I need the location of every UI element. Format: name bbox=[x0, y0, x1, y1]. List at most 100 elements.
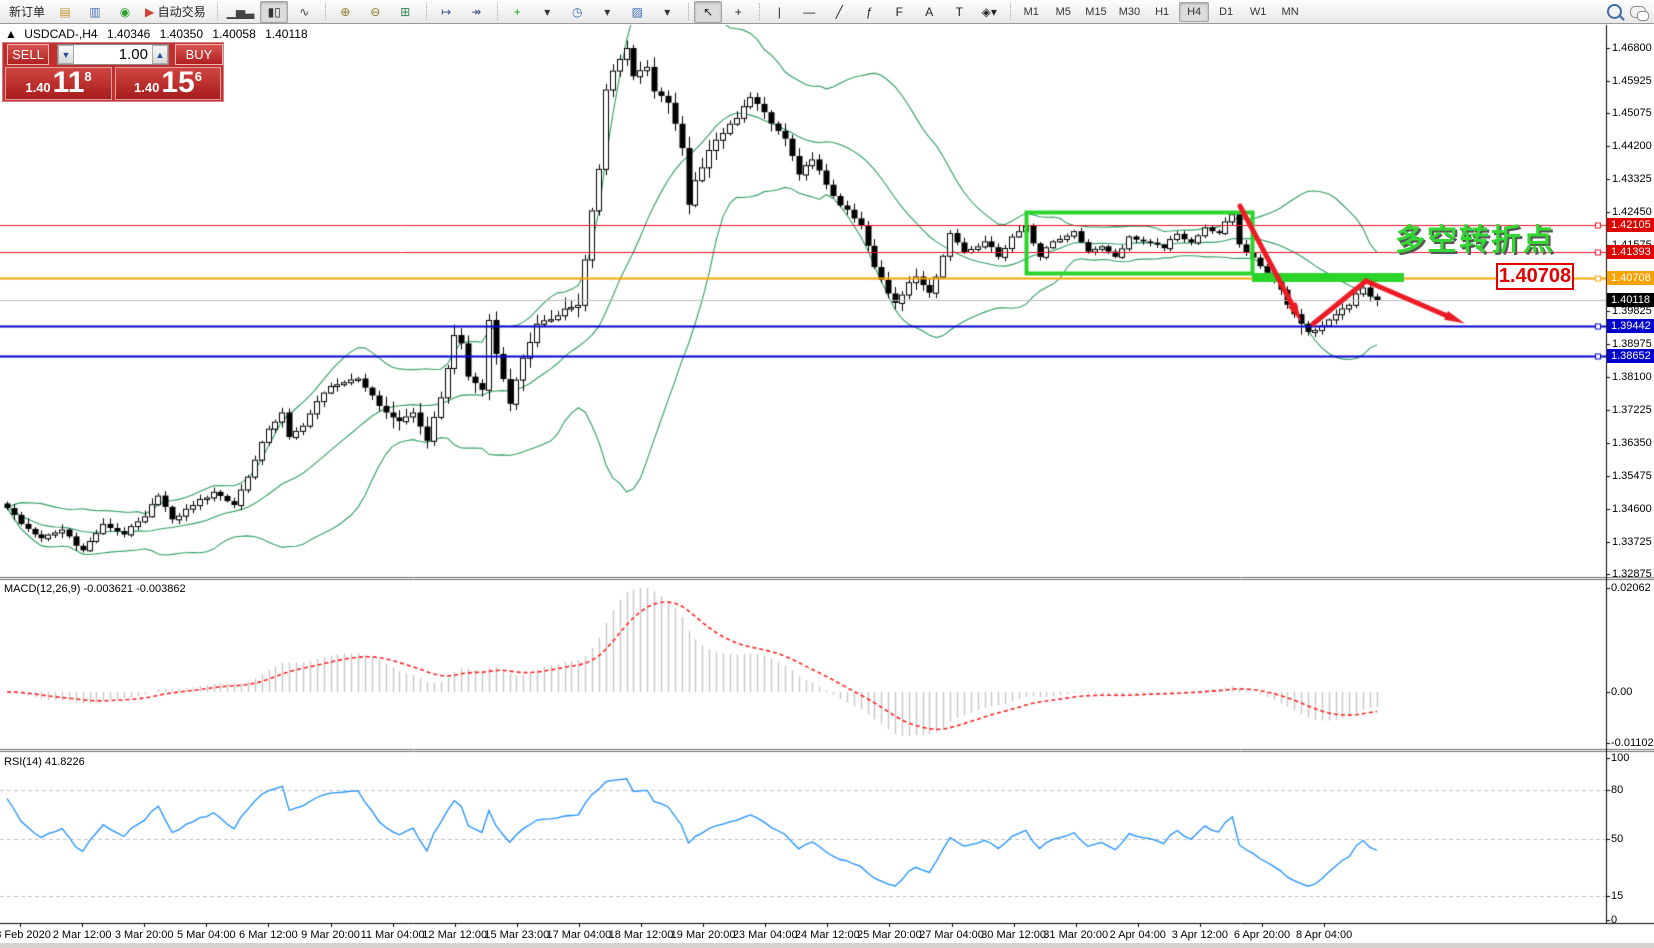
navigator-icon: ▥ bbox=[89, 4, 101, 19]
label-icon[interactable]: T bbox=[945, 1, 973, 23]
price-badge: 1.40708 bbox=[1607, 271, 1654, 286]
time-label: 3 Apr 12:00 bbox=[1171, 929, 1229, 941]
candlestick-chart-icon: ▮▯ bbox=[267, 4, 281, 19]
candlestick-chart-icon[interactable]: ▮▯ bbox=[260, 0, 289, 23]
toolbar-items: 新订单 ▤ ▥ ◉ ▶ 自动交易 ▁▅▃ ▮▯ ∿ ⊕ ⊖ ⊞ ↦ ↠ + ▾ ◷ ▾ ▨ ▾ ↖ + | — ╱ ƒ F A T ◈▾ bbox=[4, 0, 1015, 23]
text-icon[interactable]: A bbox=[915, 1, 943, 23]
chat-icon[interactable] bbox=[1630, 5, 1649, 21]
time-label: 18 Mar 12:00 bbox=[608, 929, 674, 941]
price-tick: 1.45925 bbox=[1612, 75, 1652, 88]
crosshair-icon: + bbox=[734, 4, 742, 19]
period-dropdown-icon[interactable]: ▾ bbox=[593, 1, 621, 23]
zoom-out-icon[interactable]: ⊖ bbox=[361, 1, 389, 23]
time-label: 2 Apr 04:00 bbox=[1109, 929, 1166, 941]
timeframe-m30[interactable]: M30 bbox=[1118, 5, 1141, 18]
market-watch-icon[interactable]: ▤ bbox=[51, 1, 79, 23]
vertical-line-icon[interactable]: | bbox=[765, 1, 793, 23]
auto-scroll-icon[interactable]: ↦ bbox=[432, 1, 460, 23]
time-label: 30 Mar 12:00 bbox=[981, 929, 1047, 941]
time-label: 15 Mar 23:00 bbox=[484, 929, 550, 941]
macd-axis-tick: -0.011023 bbox=[1611, 737, 1654, 749]
bar-chart-icon[interactable]: ▁▅▃ bbox=[223, 1, 259, 23]
navigator-icon[interactable]: ▥ bbox=[81, 1, 109, 23]
toolbar-right bbox=[1607, 4, 1649, 21]
fibonacci-icon: ƒ bbox=[865, 4, 873, 19]
zoom-out-icon: ⊖ bbox=[370, 4, 381, 19]
buy-price-big: 15 bbox=[161, 66, 195, 99]
signals-icon[interactable]: ◉ bbox=[111, 1, 139, 23]
rsi-indicator-label: RSI(14) 41.8226 bbox=[4, 756, 85, 768]
timeframe-m5[interactable]: M5 bbox=[1055, 5, 1071, 18]
search-icon[interactable] bbox=[1607, 4, 1622, 19]
price-tick: 1.32875 bbox=[1612, 567, 1652, 580]
timeframe-m1[interactable]: M1 bbox=[1023, 5, 1039, 18]
price-tick: 1.43325 bbox=[1612, 173, 1652, 186]
time-label: 3 Mar 20:00 bbox=[114, 929, 174, 941]
rsi-axis-tick: 15 bbox=[1611, 889, 1624, 902]
sell-price[interactable]: 1.40 11 8 bbox=[5, 67, 112, 100]
toolbar-separator bbox=[1010, 2, 1012, 20]
volume-up-button[interactable]: ▲ bbox=[152, 45, 168, 64]
line-chart-icon[interactable]: ∿ bbox=[290, 1, 318, 23]
timeframe-h4[interactable]: H4 bbox=[1179, 1, 1210, 22]
volume-down-button[interactable]: ▼ bbox=[58, 45, 74, 64]
arrows-icon[interactable]: ◈▾ bbox=[975, 1, 1003, 23]
indicators-add-icon[interactable]: + bbox=[503, 1, 531, 23]
time-label: 19 Mar 20:00 bbox=[670, 929, 736, 941]
time-label: 23 Mar 04:00 bbox=[732, 929, 798, 941]
rsi-axis-tick: 0 bbox=[1611, 914, 1618, 926]
symbol-period: USDCAD-,H4 bbox=[24, 27, 98, 41]
price-badge: 1.41393 bbox=[1607, 245, 1654, 260]
autotrading-button[interactable]: ▶ 自动交易 bbox=[145, 4, 206, 20]
indicators-dropdown-icon: ▾ bbox=[544, 4, 551, 19]
price-tick: 1.42450 bbox=[1612, 206, 1652, 219]
toolbar-separator bbox=[426, 2, 428, 20]
time-label: 24 Mar 12:00 bbox=[794, 929, 860, 941]
timeframe-w1[interactable]: W1 bbox=[1249, 5, 1267, 18]
template-dropdown-icon[interactable]: ▾ bbox=[653, 1, 681, 23]
tile-windows-icon: ⊞ bbox=[400, 4, 411, 19]
new-order-button[interactable]: 新订单 bbox=[9, 4, 46, 19]
price-tick: 1.38100 bbox=[1612, 370, 1652, 383]
horizontal-line-icon[interactable]: — bbox=[795, 1, 823, 23]
zoom-in-icon[interactable]: ⊕ bbox=[331, 1, 359, 23]
cursor-icon[interactable]: ↖ bbox=[694, 0, 723, 23]
timeframe-h1[interactable]: H1 bbox=[1155, 5, 1170, 18]
buy-price[interactable]: 1.40 15 6 bbox=[115, 67, 221, 100]
volume-stepper: ▼ 1.00 ▲ bbox=[57, 44, 169, 65]
price-tick: 1.36350 bbox=[1612, 436, 1652, 449]
volume-input[interactable]: 1.00 bbox=[118, 46, 148, 63]
time-label: 2 Mar 12:00 bbox=[52, 929, 112, 941]
timeframe-m15[interactable]: M15 bbox=[1085, 5, 1107, 18]
timeframe-mn[interactable]: MN bbox=[1281, 5, 1299, 18]
chart-shift-icon[interactable]: ↠ bbox=[462, 1, 490, 23]
grid-icon[interactable]: F bbox=[885, 1, 913, 23]
fibonacci-icon[interactable]: ƒ bbox=[855, 1, 883, 23]
tile-windows-icon[interactable]: ⊞ bbox=[391, 1, 419, 23]
crosshair-icon[interactable]: + bbox=[724, 1, 752, 23]
macd-axis-tick: 0.00 bbox=[1611, 686, 1633, 698]
ohlc-low: 1.40058 bbox=[212, 27, 256, 41]
sell-button[interactable]: SELL bbox=[7, 44, 49, 65]
period-icon[interactable]: ◷ bbox=[563, 1, 591, 23]
autotrading-icon: ▶ bbox=[145, 4, 155, 19]
template-icon[interactable]: ▨ bbox=[623, 1, 651, 23]
time-label: 27 Mar 04:00 bbox=[919, 929, 984, 941]
buy-button[interactable]: BUY bbox=[175, 44, 223, 65]
time-label: 28 Feb 2020 bbox=[0, 929, 51, 941]
line-chart-icon: ∿ bbox=[299, 4, 310, 19]
time-label: 6 Mar 12:00 bbox=[239, 929, 298, 941]
indicators-dropdown-icon[interactable]: ▾ bbox=[533, 1, 561, 23]
price-tick: 1.37225 bbox=[1612, 403, 1652, 416]
trendline-icon[interactable]: ╱ bbox=[825, 1, 853, 23]
signals-icon: ◉ bbox=[119, 4, 131, 19]
cursor-icon: ↖ bbox=[703, 4, 714, 19]
ohlc-open: 1.40346 bbox=[106, 27, 151, 41]
price-tick: 1.33725 bbox=[1612, 535, 1652, 548]
buy-price-small: 1.40 bbox=[134, 80, 160, 95]
template-icon: ▨ bbox=[631, 4, 643, 19]
timeframe-d1[interactable]: D1 bbox=[1219, 5, 1234, 18]
collapse-icon[interactable]: ▲ bbox=[5, 27, 17, 41]
